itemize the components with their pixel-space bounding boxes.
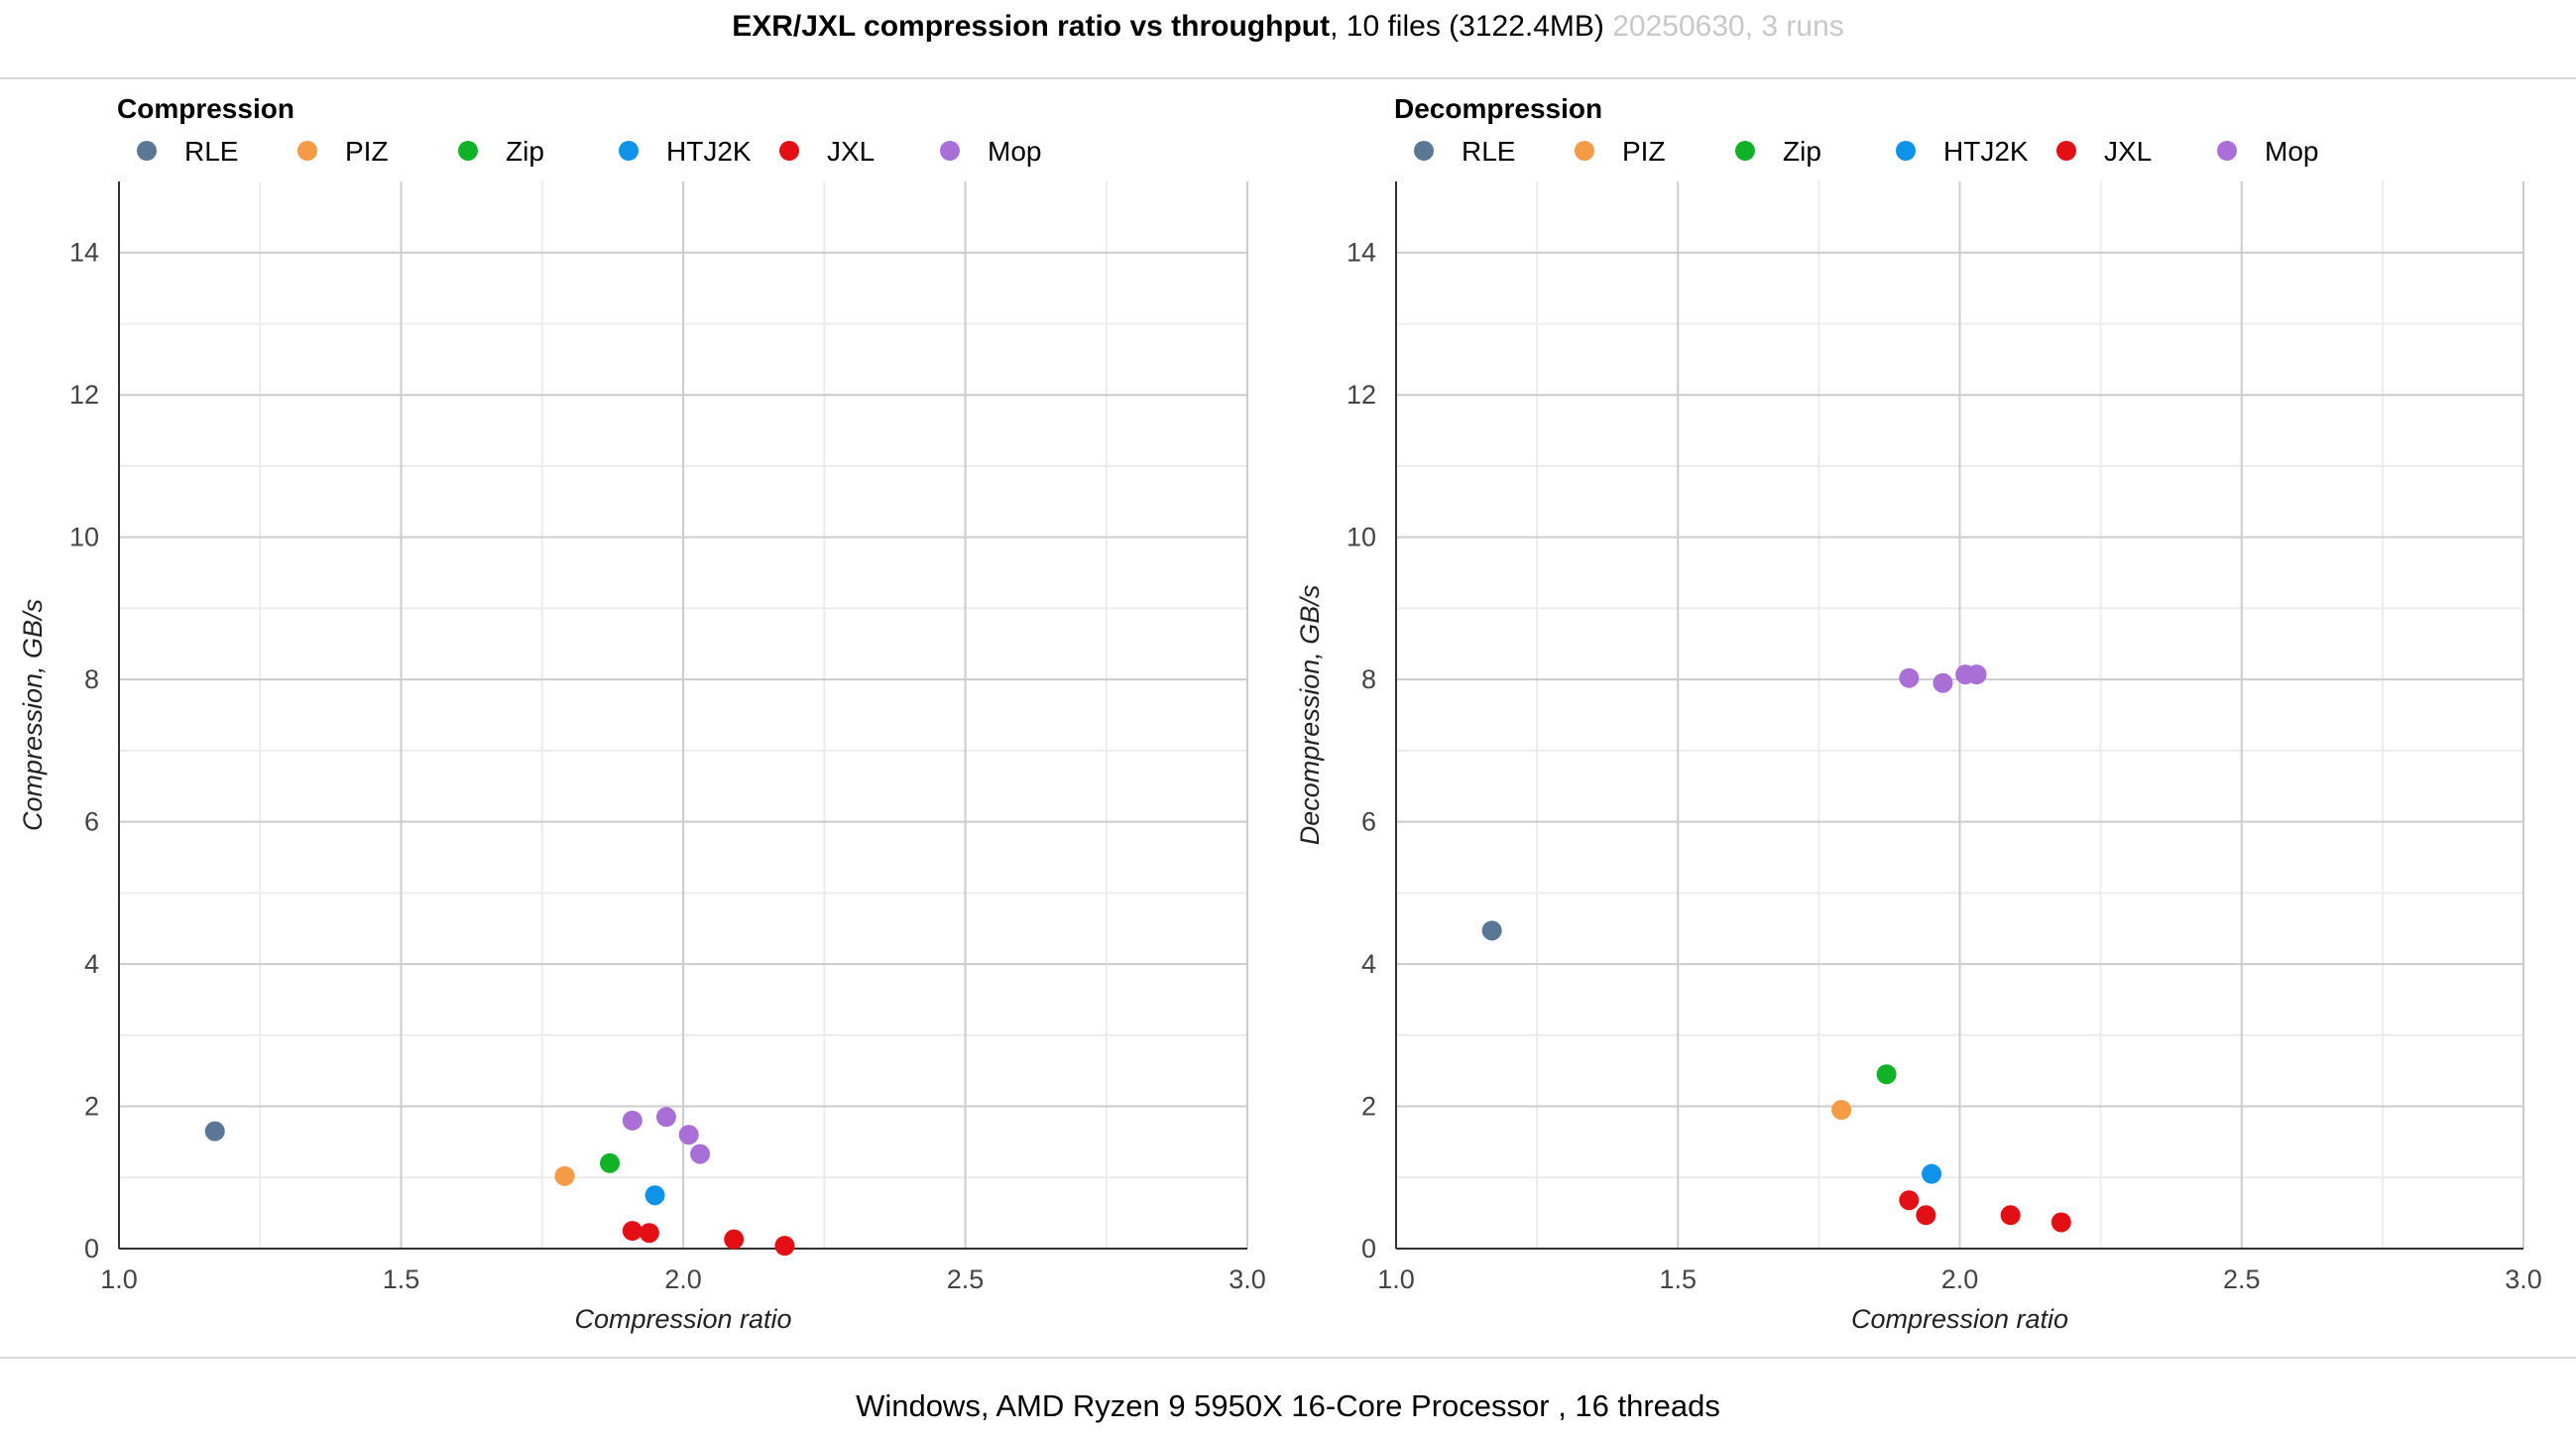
data-point-mop [622,1110,643,1131]
y-tick-label: 8 [84,664,99,694]
data-point-mop [1899,667,1920,688]
x-tick-label: 3.0 [2505,1264,2542,1294]
data-point-jxl [622,1221,643,1242]
data-point-htj2k [1922,1163,1942,1184]
data-point-jxl [2000,1205,2021,1226]
x-axis-label: Compression ratio [1851,1304,2068,1334]
legend-marker-mop [2217,141,2237,161]
legend-marker-jxl [779,141,799,161]
y-tick-label: 4 [84,949,99,979]
legend-label-rle: RLE [1462,136,1515,167]
x-tick-label: 2.5 [947,1264,985,1294]
data-point-htj2k [644,1185,665,1206]
y-tick-label: 8 [1361,664,1376,694]
y-tick-label: 4 [1361,949,1376,979]
y-tick-label: 12 [69,380,99,410]
data-point-piz [554,1165,575,1186]
data-point-rle [204,1121,225,1141]
legend-label-mop: Mop [2265,136,2318,167]
y-tick-label: 12 [1347,380,1376,410]
data-point-zip [1876,1064,1897,1085]
legend-label-rle: RLE [184,136,238,167]
x-tick-label: 1.5 [1659,1264,1697,1294]
data-point-rle [1481,920,1502,941]
legend-marker-zip [1735,141,1755,161]
y-tick-label: 14 [69,238,99,268]
page-title: EXR/JXL compression ratio vs throughput,… [0,10,2576,50]
y-tick-label: 10 [69,523,99,552]
legend-marker-piz [1575,141,1594,161]
x-tick-label: 1.0 [100,1264,138,1294]
y-tick-label: 10 [1347,523,1376,552]
footer-system-info: Windows, AMD Ryzen 9 5950X 16-Core Proce… [856,1388,1720,1423]
legend-label-zip: Zip [1783,136,1821,167]
chart-panel-decompression: 1.0 1.5 2.0 2.5 3.0 0 2 4 6 8 10 12 14 Compression ra… [1295,93,2542,1334]
y-tick-label: 0 [1361,1234,1376,1263]
chart-title: Decompression [1394,93,1602,124]
legend-label-piz: PIZ [345,136,389,167]
data-point-mop [1966,664,1987,685]
y-tick-label: 2 [84,1092,99,1122]
legend-marker-htj2k [1896,141,1916,161]
data-point-zip [600,1152,621,1173]
legend-label-jxl: JXL [2104,136,2152,167]
data-point-jxl [2050,1212,2071,1233]
y-tick-label: 6 [84,807,99,837]
data-point-piz [1831,1100,1852,1121]
data-point-jxl [1899,1190,1920,1211]
header-divider [0,77,2576,79]
legend-marker-jxl [2056,141,2076,161]
legend-marker-mop [940,141,960,161]
title-files: , 10 files (3122.4MB) [1330,10,1613,43]
y-tick-label: 14 [1347,238,1376,268]
x-tick-label: 2.5 [2223,1264,2261,1294]
x-tick-label: 1.5 [383,1264,420,1294]
y-tick-label: 2 [1361,1092,1376,1122]
data-point-mop [690,1143,711,1164]
y-axis-label: Decompression, GB/s [1295,585,1325,846]
legend-marker-rle [137,141,157,161]
chart-panel-compression: 1.0 1.5 2.0 2.5 3.0 0 2 4 6 8 10 12 14 Compression ra… [18,93,1266,1334]
y-tick-label: 0 [84,1234,99,1263]
data-point-jxl [639,1223,659,1244]
data-point-jxl [774,1236,795,1257]
legend-label-piz: PIZ [1622,136,1666,167]
data-point-jxl [724,1229,745,1250]
data-point-mop [1932,672,1953,693]
legend-label-htj2k: HTJ2K [666,136,752,167]
title-date-runs: 20250630, 3 runs [1612,10,1844,43]
x-tick-label: 1.0 [1377,1264,1415,1294]
legend-marker-piz [297,141,317,161]
y-tick-label: 6 [1361,807,1376,837]
x-tick-label: 3.0 [1229,1264,1266,1294]
chart-title: Compression [117,93,294,124]
legend-marker-zip [458,141,478,161]
legend-marker-rle [1414,141,1434,161]
x-axis-label: Compression ratio [574,1304,791,1334]
y-axis-label: Compression, GB/s [18,599,48,831]
data-point-mop [678,1125,699,1145]
data-point-jxl [1916,1205,1936,1226]
footer-divider [0,1357,2576,1359]
legend-label-mop: Mop [988,136,1041,167]
legend-label-zip: Zip [506,136,544,167]
charts-area: 1.0 1.5 2.0 2.5 3.0 0 2 4 6 8 10 12 14 Compression ra… [18,93,2542,1334]
title-main: EXR/JXL compression ratio vs throughput [732,10,1331,43]
x-tick-label: 2.0 [1941,1264,1979,1294]
legend-marker-htj2k [619,141,639,161]
x-tick-label: 2.0 [664,1264,702,1294]
data-point-mop [655,1107,676,1128]
legend-label-jxl: JXL [827,136,875,167]
legend-label-htj2k: HTJ2K [1943,136,2029,167]
